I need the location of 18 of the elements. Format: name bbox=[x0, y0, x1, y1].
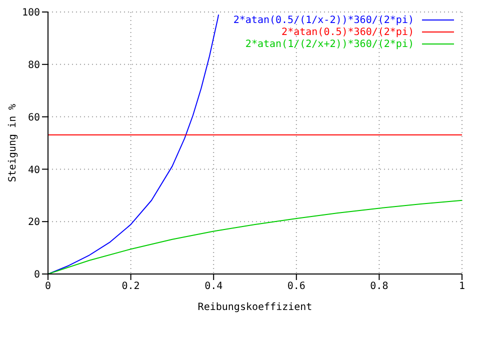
y-axis-title: Steigung in % bbox=[8, 104, 19, 182]
legend-label: 2*atan(0.5)*360/(2*pi) bbox=[282, 26, 414, 38]
y-tick-label: 80 bbox=[28, 60, 40, 71]
x-axis-title: Reibungskoeffizient bbox=[198, 302, 312, 313]
x-tick-label: 0.6 bbox=[287, 281, 306, 292]
y-tick-label: 0 bbox=[34, 270, 40, 281]
legend-label: 2*atan(1/(2/x+2))*360/(2*pi) bbox=[245, 38, 414, 50]
x-tick-label: 0 bbox=[44, 281, 52, 292]
x-tick-label: 0.8 bbox=[370, 281, 388, 292]
y-tick-label: 60 bbox=[28, 112, 40, 124]
y-tick-label: 40 bbox=[28, 164, 40, 176]
legend-label: 2*atan(0.5/(1/x-2))*360/(2*pi) bbox=[233, 14, 414, 26]
y-tick-label: 100 bbox=[22, 8, 40, 19]
x-tick-label: 1 bbox=[458, 281, 466, 292]
line-series bbox=[48, 14, 220, 274]
x-tick-label: 0.2 bbox=[122, 281, 140, 292]
y-tick-label: 20 bbox=[28, 217, 40, 228]
x-tick-label: 0.4 bbox=[204, 281, 223, 292]
